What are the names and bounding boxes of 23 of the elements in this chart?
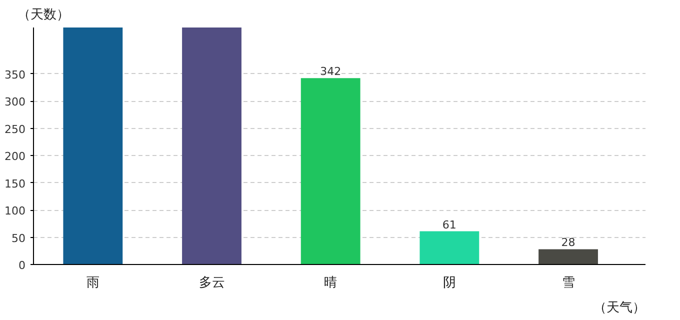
y-tick-label: 250 (4, 122, 26, 136)
y-tick-label: 150 (4, 177, 26, 190)
y-axis-title: （天数） (18, 8, 70, 22)
bar (182, 28, 242, 264)
x-tick-label: 多云 (198, 276, 225, 290)
y-tick-label: 200 (4, 150, 26, 164)
bar (420, 231, 480, 264)
bar (63, 28, 123, 264)
data-label: 342 (320, 65, 342, 78)
data-label: 28 (561, 236, 576, 250)
y-tick-label: 50 (12, 232, 26, 245)
y-tick-label: 0 (18, 259, 26, 272)
y-tick-label: 300 (4, 96, 26, 109)
x-axis-title: （天气） (594, 300, 646, 316)
bar (538, 249, 598, 264)
y-tick-label: 350 (4, 68, 26, 82)
bar (300, 78, 360, 264)
x-tick-label: 雨 (86, 276, 100, 290)
x-tick-label: 晴 (324, 276, 338, 290)
x-tick-label: 雪 (562, 276, 575, 290)
data-label: 61 (442, 218, 456, 232)
x-tick-label: 阴 (442, 276, 456, 290)
y-tick-label: 100 (4, 204, 26, 218)
